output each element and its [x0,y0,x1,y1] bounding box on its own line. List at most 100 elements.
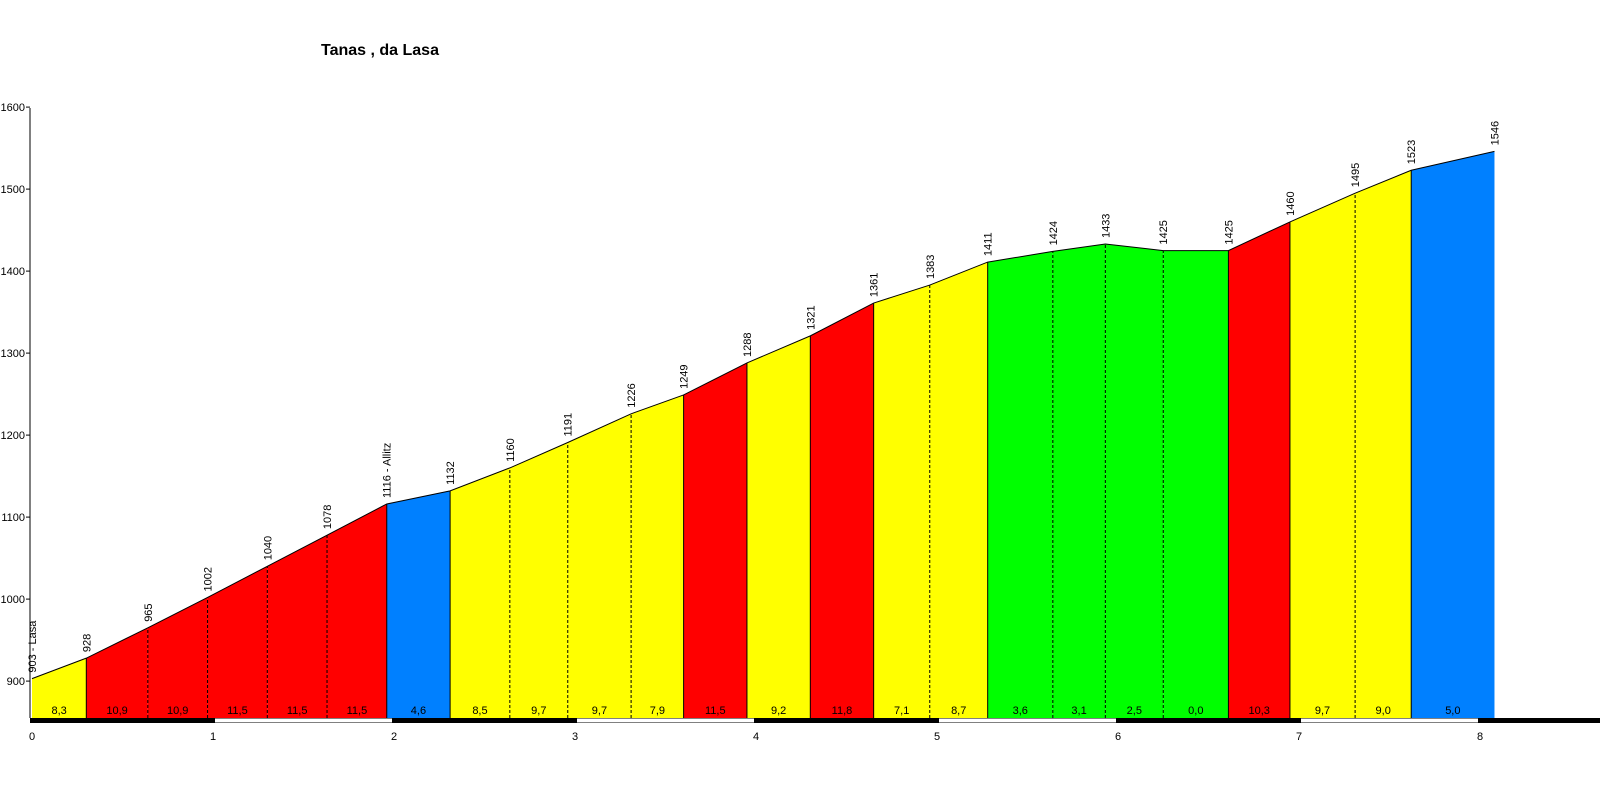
elevation-label-17: 1424 [1048,221,1060,245]
segment-3 [207,566,268,718]
segment-15 [929,262,988,718]
segment-16 [987,251,1053,719]
elevation-label-5: 1078 [322,505,334,529]
segment-13 [810,303,874,718]
grade-label-23: 5,0 [1445,705,1460,717]
segment-5 [327,503,387,718]
axes-layer: 900 1000 1100 1200 1300 1400 1500 1600 0 1 2 3 4 5 6 7 8 [1,102,1600,743]
elevation-label-7: 1132 [445,461,457,485]
y-tick-label-2: 1100 [1,512,25,524]
x-tick-label-4: 4 [753,731,759,743]
elevation-label-2: 965 [143,603,155,621]
segment-2 [147,597,208,718]
y-tick-label-1: 1000 [1,594,25,606]
elevation-label-1: 928 [81,634,93,652]
grade-label-9: 9,7 [592,705,607,717]
grade-label-10: 7,9 [650,705,665,717]
segment-11 [683,362,747,718]
dividers-layer [85,170,1412,718]
grade-label-0: 8,3 [52,705,67,717]
segment-10 [631,394,684,718]
grade-label-5: 11,5 [347,705,368,717]
x-tick-label-6: 6 [1115,731,1121,743]
segment-22 [1355,170,1412,719]
outline-layer [31,150,1495,680]
segment-17 [1052,244,1106,719]
elevation-label-13: 1321 [805,305,817,329]
elevation-label-3: 1002 [203,567,215,591]
segment-21 [1289,193,1356,718]
y-tick-label-0: 900 [7,676,25,688]
elevation-label-16: 1411 [983,232,995,256]
elevation-label-14: 1361 [869,273,881,297]
x-tick-label-0: 0 [29,731,35,743]
segment-0 [32,658,87,718]
segments-layer [32,151,1495,719]
x-tick-label-5: 5 [934,731,940,743]
elevation-label-21: 1460 [1285,191,1297,215]
x-axis-bar [30,718,1600,723]
elevation-label-4: 1040 [262,536,274,560]
grade-label-18: 2,5 [1127,705,1142,717]
x-tick-label-1: 1 [210,731,216,743]
segment-14 [873,285,930,718]
segment-19 [1163,250,1229,718]
grade-label-14: 7,1 [894,705,909,717]
grade-label-11: 11,5 [705,705,726,717]
grade-label-22: 9,0 [1376,705,1391,717]
elevation-label-6: 1116 - Allitz [382,443,394,498]
elevation-label-11: 1249 [679,364,691,388]
x-tick-label-7: 7 [1296,731,1302,743]
chart-title: Tanas , da Lasa [321,42,439,59]
segment-8 [509,442,568,718]
grade-label-7: 8,5 [472,705,487,717]
segment-23 [1411,151,1495,718]
grade-label-13: 11,8 [832,705,853,717]
elevation-label-12: 1288 [742,332,754,356]
segment-20 [1228,221,1290,718]
grade-label-8: 9,7 [531,705,546,717]
y-tick-label-5: 1400 [1,266,25,278]
y-tick-label-6: 1500 [1,184,25,196]
y-tick-label-4: 1300 [1,348,25,360]
elevation-label-23: 1523 [1406,140,1418,164]
segment-7 [450,467,510,718]
elevation-label-19: 1425 [1158,220,1170,244]
x-axis-white-block-7 [1301,718,1478,723]
grade-label-3: 11,5 [227,705,248,717]
segment-4 [267,535,328,718]
elevation-label-8: 1160 [505,438,517,462]
x-tick-label-3: 3 [572,731,578,743]
x-tick-label-8: 8 [1477,731,1483,743]
elevation-label-10: 1226 [626,383,638,407]
segment-1 [86,627,148,718]
grade-label-15: 8,7 [951,705,966,717]
grade-label-6: 4,6 [411,705,426,717]
segment-18 [1105,244,1164,719]
elevation-label-22: 1495 [1350,163,1362,187]
grade-label-21: 9,7 [1315,705,1330,717]
x-axis-white-block-1 [215,718,392,723]
x-axis-white-block-5 [939,718,1116,723]
elevation-label-24: 1546 [1489,121,1501,145]
grade-label-19: 0,0 [1188,705,1203,717]
grade-label-16: 3,6 [1013,705,1028,717]
elevation-label-9: 1191 [563,413,575,437]
elevation-label-15: 1383 [925,255,937,279]
segment-12 [746,335,811,718]
grade-label-1: 10,9 [106,705,127,717]
segment-9 [567,413,632,718]
profile-outline [31,150,1495,680]
grade-label-12: 9,2 [771,705,786,717]
x-tick-label-2: 2 [391,731,397,743]
grade-labels-layer: 8,3 10,9 10,9 11,5 11,5 11,5 4,6 8,5 9,7 9,7 7,9 11… [52,705,1461,717]
point-labels-layer: 903 - Lasa 928 965 1002 1040 1078 1116 - Allit… [27,121,1501,673]
elevation-label-18: 1433 [1100,214,1112,238]
x-axis-white-block-3 [577,718,754,723]
y-tick-label-3: 1200 [1,430,25,442]
grade-label-17: 3,1 [1071,705,1086,717]
segment-6 [386,490,451,718]
grade-label-4: 11,5 [287,705,308,717]
elevation-label-0: 903 - Lasa [27,620,39,673]
y-tick-label-7: 1600 [1,102,25,114]
